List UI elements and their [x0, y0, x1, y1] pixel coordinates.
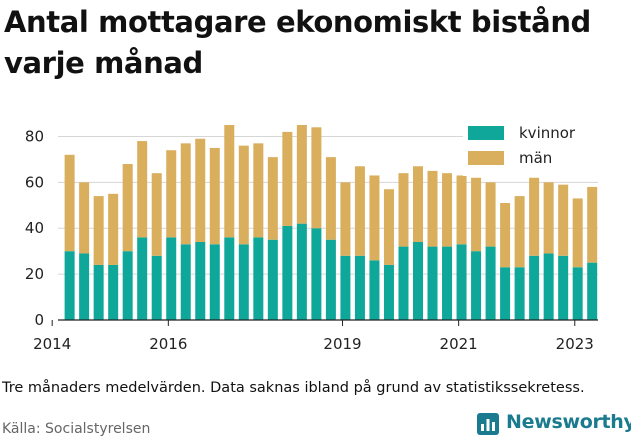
- bar-man: [93, 196, 104, 265]
- bar-kvinnor: [340, 255, 351, 320]
- x-tick-label: 2019: [323, 335, 361, 353]
- chart-title: Antal mottagare ekonomiskt bistånd varje…: [4, 5, 591, 80]
- bar-man: [122, 164, 133, 252]
- bar-kvinnor: [282, 225, 293, 320]
- bar-man: [267, 157, 278, 240]
- bar-man: [325, 157, 336, 240]
- bar-kvinnor: [93, 264, 104, 320]
- bar-kvinnor: [325, 239, 336, 320]
- bar-kvinnor: [383, 264, 394, 320]
- bar-man: [558, 184, 569, 256]
- bar-man: [529, 177, 540, 256]
- bar-kvinnor: [195, 242, 206, 320]
- bar-man: [471, 177, 482, 252]
- bar-man: [224, 125, 235, 238]
- bar-kvinnor: [485, 246, 496, 320]
- bar-kvinnor: [471, 251, 482, 320]
- bar-kvinnor: [253, 237, 264, 320]
- footnote: Tre månaders medelvärden. Data saknas ib…: [2, 380, 585, 396]
- bar-kvinnor: [64, 251, 75, 320]
- y-tick-label: 40: [25, 219, 44, 237]
- bar-man: [311, 127, 322, 229]
- bar-man: [427, 170, 438, 247]
- bar-kvinnor: [151, 255, 162, 320]
- bar-kvinnor: [137, 237, 148, 320]
- x-tick-label: 2023: [556, 335, 594, 353]
- logo-text: Newsworthy: [506, 411, 631, 433]
- bar-kvinnor: [108, 264, 119, 320]
- bar-man: [166, 150, 177, 238]
- x-tick-label: 2016: [149, 335, 187, 353]
- legend: kvinnor män: [463, 118, 599, 176]
- y-tick-label: 20: [25, 265, 44, 283]
- bar-man: [369, 175, 380, 261]
- bar-kvinnor: [209, 244, 220, 320]
- bar-kvinnor: [122, 251, 133, 320]
- bar-kvinnor: [572, 267, 583, 320]
- legend-swatch-kvinnor: [468, 126, 504, 140]
- bar-kvinnor: [500, 267, 511, 320]
- x-tick-label: 2021: [440, 335, 478, 353]
- bar-kvinnor: [180, 244, 191, 320]
- bar-man: [398, 173, 409, 247]
- legend-label: män: [519, 149, 552, 167]
- bar-man: [354, 166, 365, 256]
- bar-man: [442, 173, 453, 247]
- bar-kvinnor: [456, 244, 467, 320]
- bar-kvinnor: [224, 237, 235, 320]
- legend-swatch-man: [468, 151, 504, 165]
- y-tick-label: 80: [25, 127, 44, 145]
- bar-kvinnor: [311, 228, 322, 320]
- bar-kvinnor: [413, 242, 423, 320]
- bar-man: [238, 145, 249, 245]
- bar-man: [296, 125, 307, 224]
- bar-kvinnor: [398, 246, 409, 320]
- bar-chart-logo-icon: [477, 413, 499, 435]
- bar-man: [572, 198, 583, 268]
- bar-kvinnor: [238, 244, 249, 320]
- bar-kvinnor: [558, 255, 569, 320]
- bar-man: [500, 203, 511, 268]
- bar-kvinnor: [543, 253, 554, 320]
- bar-man: [413, 166, 423, 242]
- bar-man: [253, 143, 264, 238]
- bar-man: [543, 182, 554, 254]
- bar-man: [64, 154, 75, 252]
- bar-kvinnor: [354, 255, 365, 320]
- bar-kvinnor: [587, 262, 598, 320]
- axes: 0 20 40 60 80 2014 2016 2019 2021 2023: [25, 127, 598, 353]
- bar-kvinnor: [442, 246, 453, 320]
- bar-kvinnor: [427, 246, 438, 320]
- legend-label: kvinnor: [519, 124, 576, 142]
- source-text: Källa: Socialstyrelsen: [2, 421, 151, 437]
- bar-man: [108, 193, 119, 265]
- bar-man: [180, 143, 191, 245]
- bar-kvinnor: [514, 267, 525, 320]
- y-tick-label: 60: [25, 173, 44, 191]
- bar-kvinnor: [296, 223, 307, 320]
- bars: [64, 125, 598, 320]
- bar-man: [151, 173, 162, 256]
- bar-man: [587, 186, 598, 263]
- bar-man: [137, 141, 148, 238]
- bar-kvinnor: [529, 255, 540, 320]
- bar-kvinnor: [166, 237, 177, 320]
- bar-man: [514, 196, 525, 268]
- bar-man: [456, 175, 467, 245]
- y-tick-label: 0: [34, 311, 44, 329]
- bar-man: [195, 138, 206, 242]
- chart-svg: 0 20 40 60 80 2014 2016 2019 2021 2023 kvinnor män: [24, 118, 599, 353]
- bar-man: [383, 189, 394, 265]
- bar-man: [340, 182, 351, 256]
- x-tick-label: 2014: [33, 335, 71, 353]
- bar-man: [282, 131, 293, 226]
- bar-kvinnor: [369, 260, 380, 320]
- bar-man: [209, 147, 220, 245]
- bar-kvinnor: [79, 253, 90, 320]
- bar-man: [485, 182, 496, 247]
- bar-man: [79, 182, 90, 254]
- bar-kvinnor: [267, 239, 278, 320]
- newsworthy-logo[interactable]: Newsworthy: [476, 410, 631, 438]
